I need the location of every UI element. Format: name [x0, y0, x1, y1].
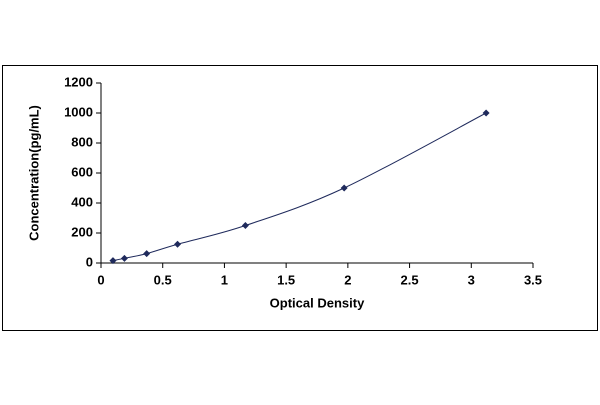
data-point — [174, 240, 182, 248]
data-point — [340, 184, 348, 192]
y-tick-label: 800 — [71, 134, 93, 149]
x-tick-label: 3 — [468, 272, 475, 287]
x-tick-label: 3.5 — [524, 272, 542, 287]
x-tick-label: 1.5 — [277, 272, 295, 287]
y-tick-label: 200 — [71, 224, 93, 239]
data-point — [120, 254, 128, 262]
x-axis-label: Optical Density — [270, 295, 365, 310]
data-point — [482, 109, 490, 117]
y-tick-label: 1000 — [64, 104, 93, 119]
x-tick-label: 2.5 — [401, 272, 419, 287]
y-tick-label: 400 — [71, 194, 93, 209]
y-tick-label: 0 — [86, 254, 93, 269]
y-tick-label: 600 — [71, 164, 93, 179]
y-tick-label: 1200 — [64, 74, 93, 89]
y-axis-label: Concentration(pg/mL) — [26, 105, 41, 241]
x-tick-label: 0 — [97, 272, 104, 287]
x-tick-label: 2 — [344, 272, 351, 287]
chart-frame — [2, 65, 598, 331]
data-point — [109, 257, 117, 265]
x-tick-label: 1 — [221, 272, 228, 287]
data-point — [143, 250, 151, 258]
x-tick-label: 0.5 — [154, 272, 172, 287]
data-point — [241, 222, 249, 229]
